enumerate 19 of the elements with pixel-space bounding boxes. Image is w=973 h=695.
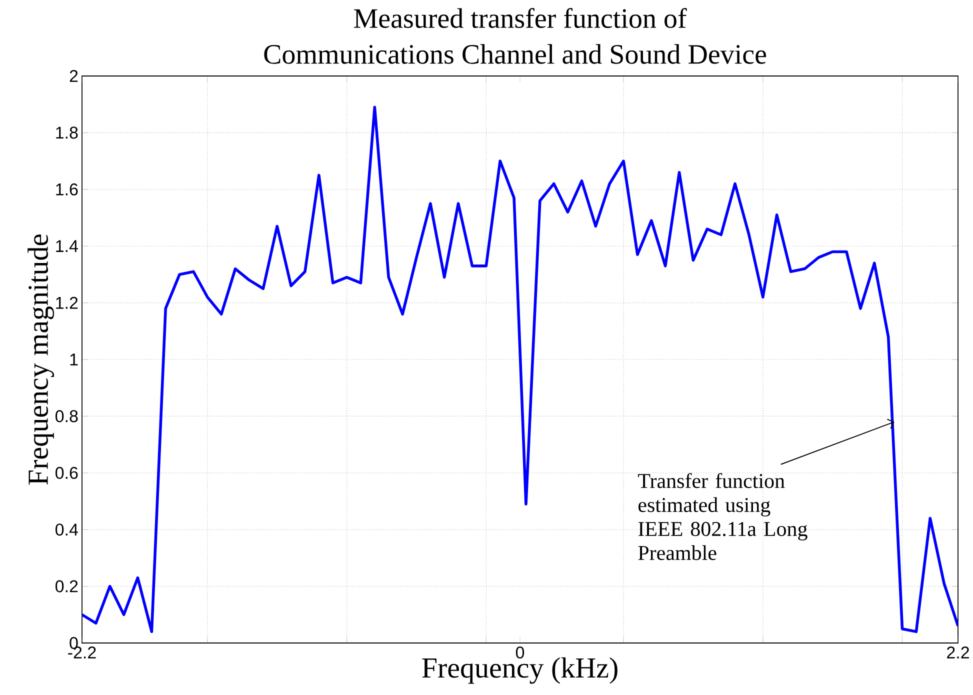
x-tick-label: 2.2	[947, 646, 969, 658]
x-axis-title: Frequency (kHz)	[422, 657, 618, 684]
y-tick-label: 0.6	[56, 466, 78, 479]
line-series	[82, 106, 958, 634]
y-tick-label: 1.2	[56, 296, 78, 309]
y-tick-label: 2	[70, 70, 78, 82]
y-tick-label: 1.4	[56, 240, 78, 252]
x-tick-label: 0	[516, 646, 524, 659]
y-tick-label: 1.6	[56, 183, 78, 196]
y-tick-label: 1	[70, 354, 78, 366]
annotation: Transfer function estimated using IEEE 802.11a Long Preamble	[638, 473, 808, 560]
y-tick-label: 1.8	[56, 126, 78, 139]
y-tick-label: 0.2	[56, 580, 78, 592]
chart-subtitle: Communications Channel and Sound Device	[264, 44, 766, 64]
y-tick-label: 0.8	[56, 410, 78, 422]
y-tick-label: 0.4	[56, 524, 78, 536]
chart-title: Measured transfer function of	[354, 8, 687, 28]
x-tick-label: -2.2	[68, 646, 96, 658]
y-axis-title: Frequency magnitude	[28, 234, 54, 485]
